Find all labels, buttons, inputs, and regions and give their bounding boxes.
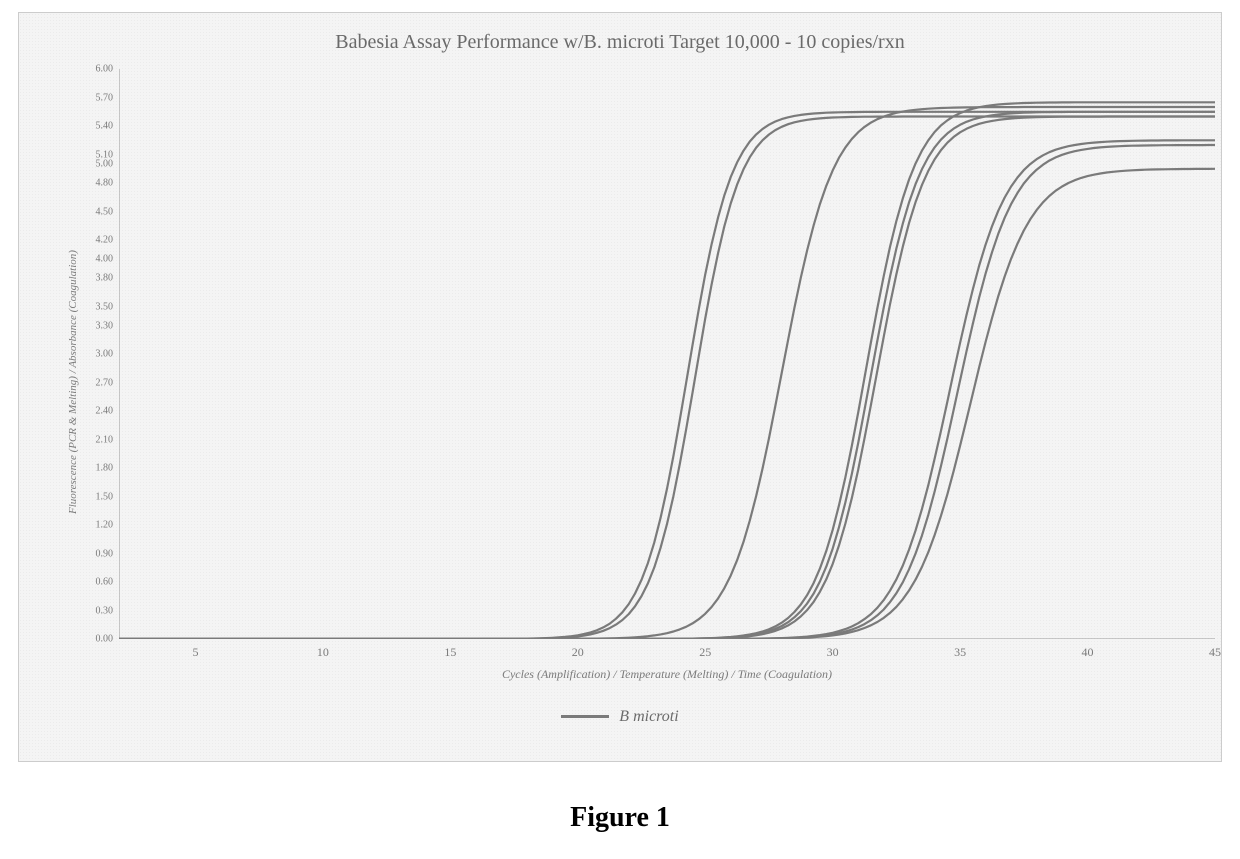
page: Babesia Assay Performance w/B. microti T… xyxy=(0,0,1240,859)
x-tick-label: 35 xyxy=(954,645,966,660)
x-tick-label: 10 xyxy=(317,645,329,660)
chart-frame: Babesia Assay Performance w/B. microti T… xyxy=(18,12,1222,762)
plot-svg xyxy=(119,69,1215,639)
legend-label: B microti xyxy=(619,708,678,726)
x-axis-label: Cycles (Amplification) / Temperature (Me… xyxy=(502,667,832,682)
y-axis-label: Fluorescence (PCR & Melting) / Absorbanc… xyxy=(67,250,79,514)
y-tick-label: 3.80 xyxy=(96,273,114,284)
figure-caption: Figure 1 xyxy=(0,802,1240,834)
y-tick-label: 3.50 xyxy=(96,301,114,312)
y-tick-label: 5.40 xyxy=(96,121,114,132)
y-tick-label: 4.50 xyxy=(96,206,114,217)
y-tick-label: 0.00 xyxy=(96,634,114,645)
curve xyxy=(119,102,1215,639)
x-tick-label: 15 xyxy=(444,645,456,660)
y-tick-label: 5.10 xyxy=(96,149,114,160)
y-tick-label: 0.30 xyxy=(96,605,114,616)
y-tick-label: 2.70 xyxy=(96,377,114,388)
x-tick-label: 40 xyxy=(1082,645,1094,660)
y-tick-label: 1.80 xyxy=(96,463,114,474)
plot-area xyxy=(119,69,1215,639)
curve xyxy=(119,107,1215,639)
legend-item: B microti xyxy=(561,708,678,726)
y-tick-label: 6.00 xyxy=(96,64,114,75)
x-tick-label: 20 xyxy=(572,645,584,660)
curve xyxy=(119,112,1215,639)
x-tick-label: 30 xyxy=(827,645,839,660)
y-tick-label: 2.10 xyxy=(96,434,114,445)
y-tick-label: 1.50 xyxy=(96,491,114,502)
curve xyxy=(119,140,1215,639)
y-tick-label: 5.00 xyxy=(96,159,114,170)
y-tick-label: 4.20 xyxy=(96,235,114,246)
y-tick-label: 3.30 xyxy=(96,320,114,331)
y-tick-label: 0.60 xyxy=(96,577,114,588)
curve xyxy=(119,169,1215,639)
curve xyxy=(119,145,1215,639)
legend-swatch xyxy=(561,715,609,718)
y-tick-label: 2.40 xyxy=(96,406,114,417)
y-tick-label: 1.20 xyxy=(96,520,114,531)
x-tick-label: 25 xyxy=(699,645,711,660)
chart-title: Babesia Assay Performance w/B. microti T… xyxy=(19,31,1221,54)
y-tick-label: 4.80 xyxy=(96,178,114,189)
y-tick-label: 0.90 xyxy=(96,548,114,559)
x-tick-label: 5 xyxy=(192,645,198,660)
curve xyxy=(119,112,1215,639)
y-tick-label: 5.70 xyxy=(96,92,114,103)
legend: B microti xyxy=(19,705,1221,726)
x-tick-label: 45 xyxy=(1209,645,1221,660)
y-tick-label: 4.00 xyxy=(96,254,114,265)
y-tick-label: 3.00 xyxy=(96,349,114,360)
